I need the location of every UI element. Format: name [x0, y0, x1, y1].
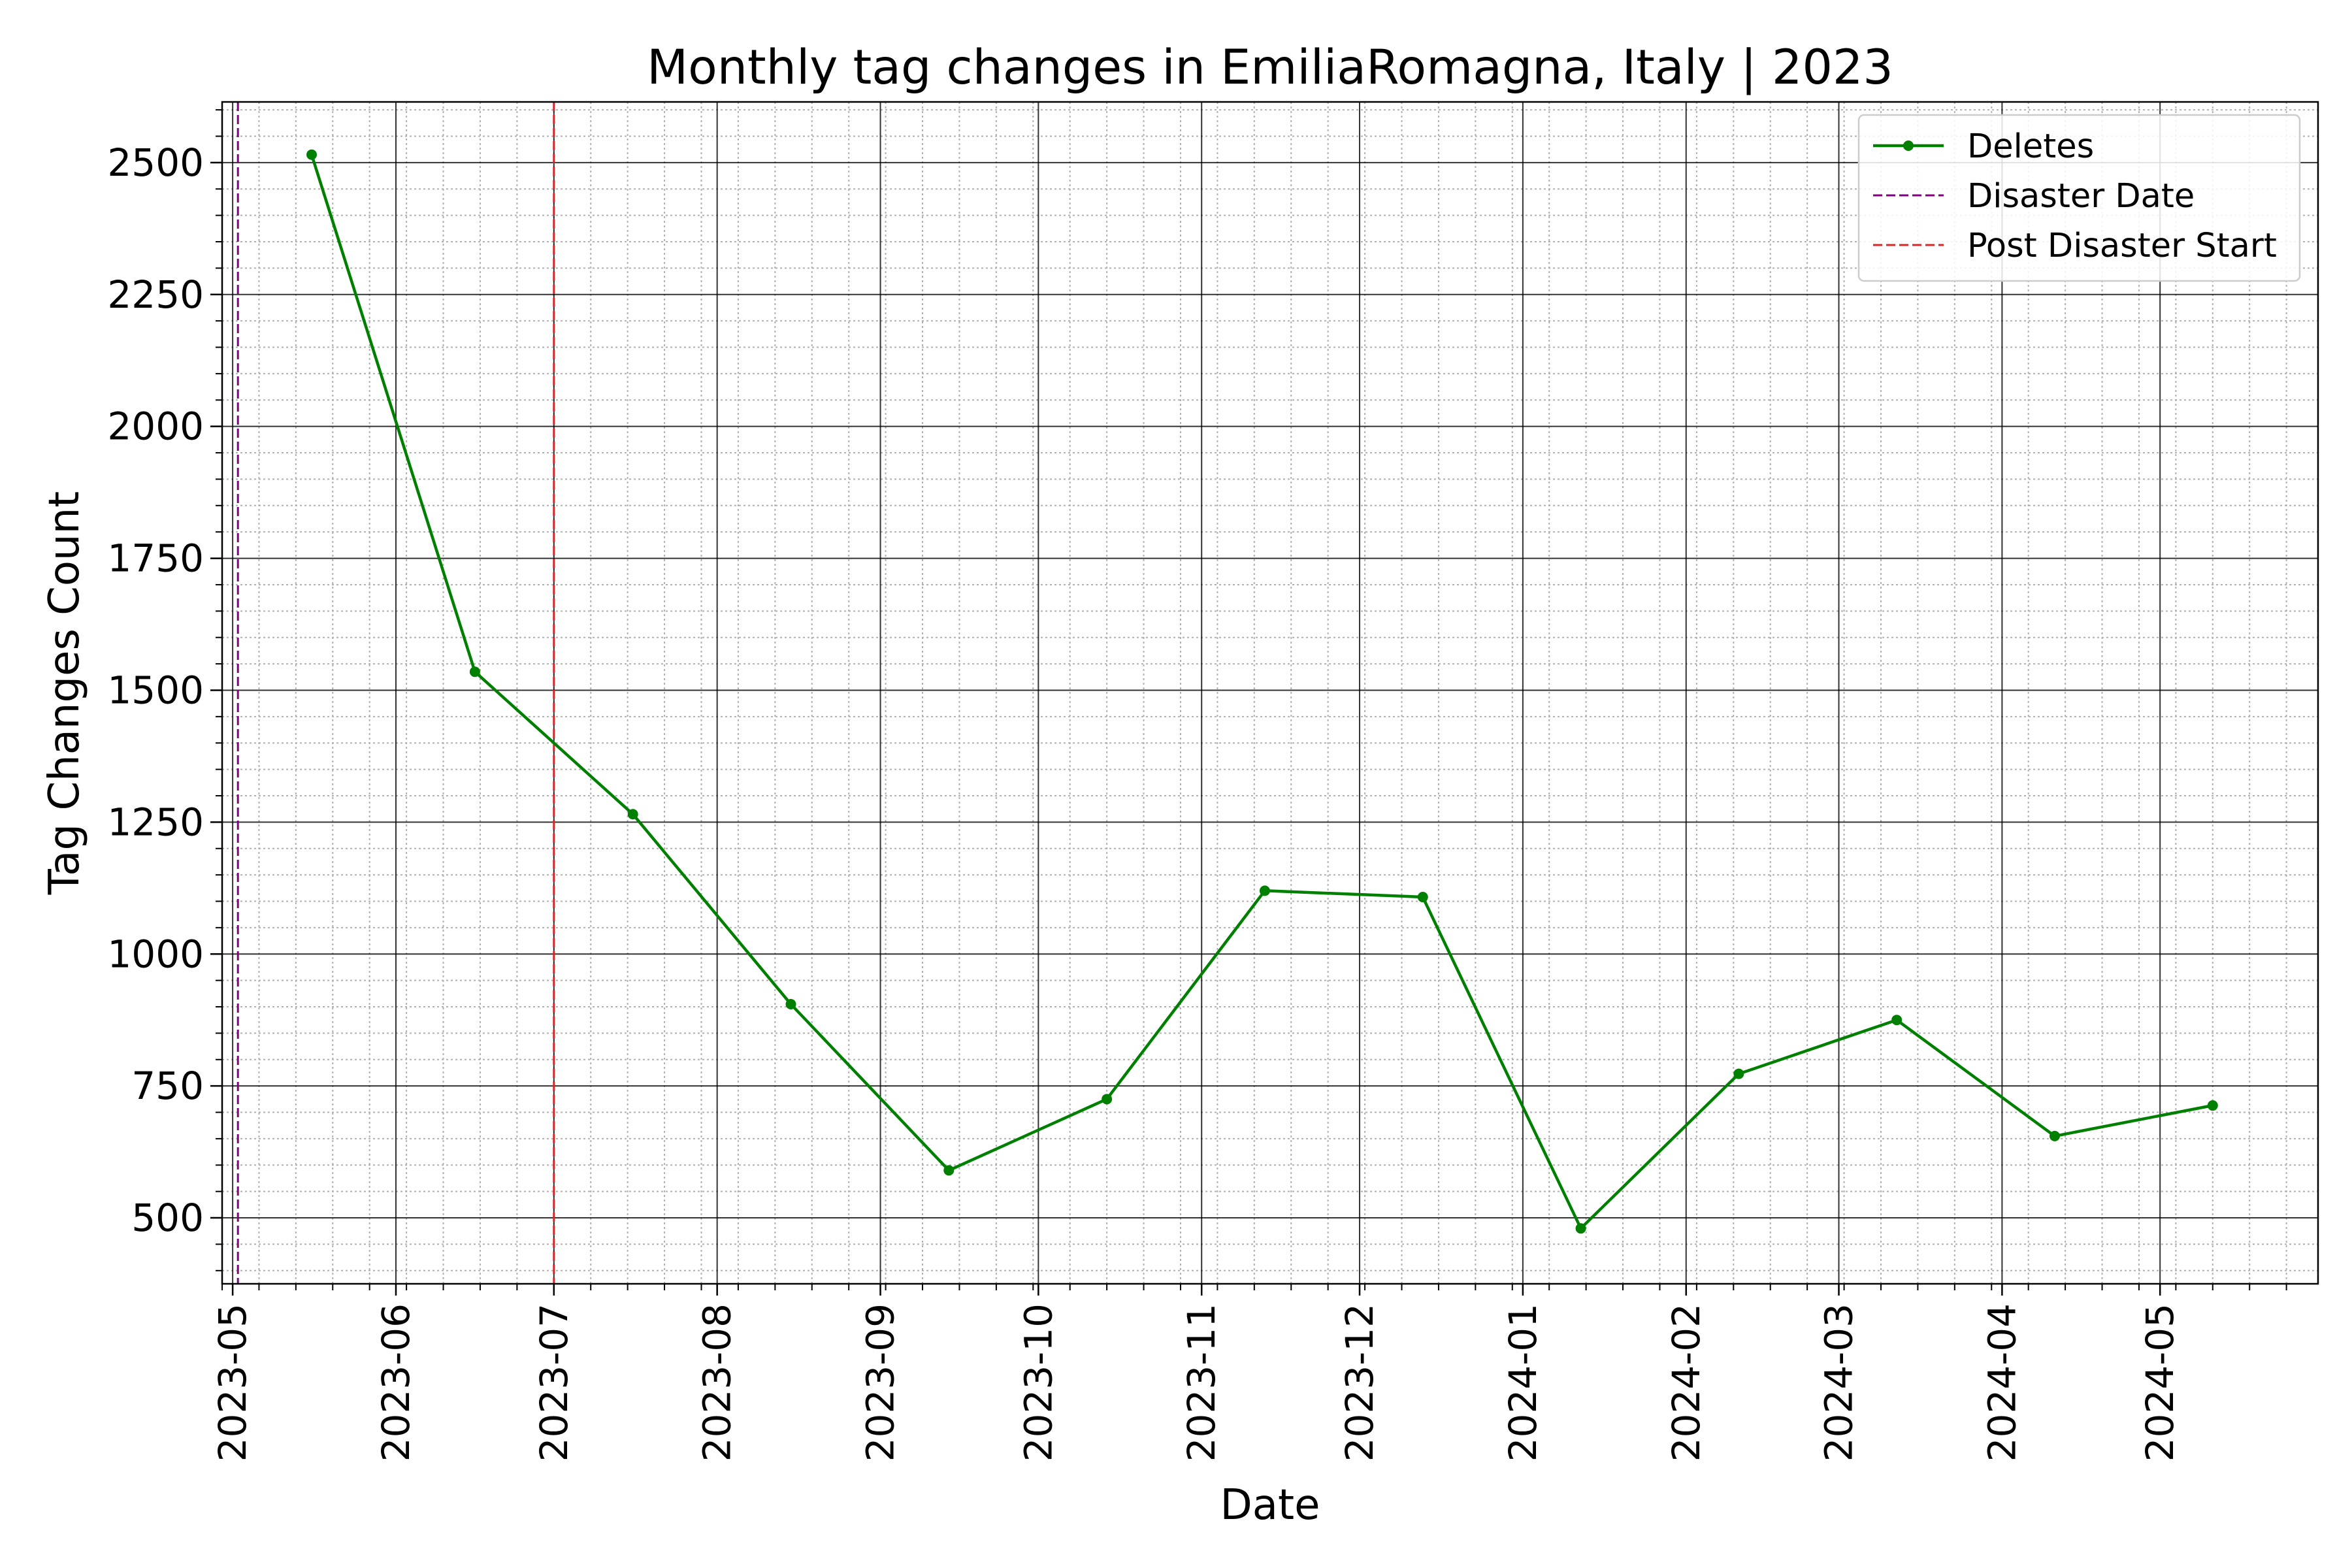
y-tick-label: 1000 [107, 932, 204, 976]
data-point [1417, 892, 1428, 903]
x-tick-label: 2024-02 [1664, 1303, 1708, 1462]
y-tick-label: 750 [131, 1064, 204, 1108]
x-tick-label: 2024-01 [1501, 1303, 1545, 1462]
x-tick-label: 2023-08 [695, 1303, 740, 1462]
y-axis-label: Tag Changes Count [41, 491, 89, 895]
x-tick-label: 2023-12 [1337, 1303, 1382, 1462]
legend-label: Disaster Date [1967, 177, 2195, 216]
legend-label: Deletes [1967, 127, 2094, 166]
data-point [469, 666, 480, 678]
legend-marker [1903, 140, 1914, 151]
data-point [306, 149, 318, 160]
y-tick-label: 1500 [107, 668, 204, 712]
data-point [1733, 1068, 1744, 1079]
x-tick-label: 2023-09 [858, 1303, 903, 1462]
data-point [943, 1165, 955, 1176]
chart-title: Monthly tag changes in EmiliaRomagna, It… [647, 40, 1893, 95]
data-point [2207, 1100, 2218, 1111]
legend-label: Post Disaster Start [1967, 227, 2277, 265]
x-tick-label: 2023-10 [1016, 1303, 1060, 1462]
y-tick-label: 2500 [107, 140, 204, 185]
x-tick-label: 2024-03 [1817, 1303, 1861, 1462]
y-tick-label: 500 [131, 1196, 204, 1240]
x-tick-label: 2023-05 [210, 1303, 255, 1462]
data-point [2049, 1130, 2060, 1141]
legend: Deletes Disaster Date Post Disaster Start [1857, 114, 2301, 282]
data-point [1891, 1015, 1903, 1026]
y-tick-label: 2000 [107, 404, 204, 449]
data-point [785, 998, 796, 1009]
x-tick-label: 2023-07 [532, 1303, 576, 1462]
x-tick-label: 2023-06 [374, 1303, 418, 1462]
y-tick-label: 1750 [107, 536, 204, 581]
data-point [1102, 1094, 1113, 1105]
x-tick-label: 2024-04 [1980, 1303, 2024, 1462]
plot-frame [221, 101, 2319, 1285]
legend-box [1857, 114, 2301, 282]
y-tick-label: 2250 [107, 272, 204, 317]
x-tick-label: 2024-05 [2138, 1303, 2182, 1462]
data-point [627, 809, 638, 820]
data-point [1259, 885, 1270, 896]
y-tick-label: 1250 [107, 800, 204, 844]
x-tick-label: 2023-11 [1179, 1303, 1224, 1462]
x-axis-label: Date [1220, 1481, 1320, 1529]
data-point [1575, 1223, 1586, 1234]
